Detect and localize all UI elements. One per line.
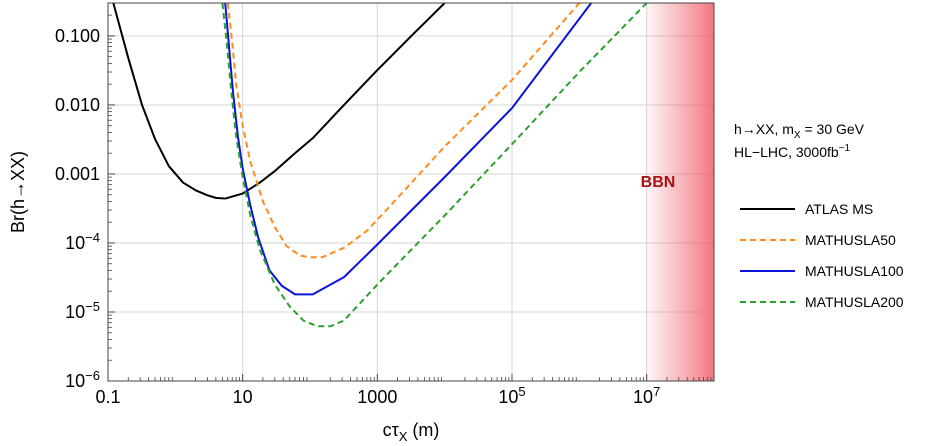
y-tick-label: 0.010 — [55, 95, 100, 115]
annotation-line-1: h→XX, mX = 30 GeV — [734, 121, 865, 141]
x-tick-label: 10 — [233, 387, 253, 407]
legend-label: MATHUSLA50 — [805, 232, 896, 248]
plot-frame-rect — [107, 2, 715, 382]
bbn-label: BBN — [641, 174, 676, 191]
bbn-region: BBN — [641, 3, 714, 381]
y-tick-label: 10−6 — [65, 368, 100, 391]
series-line-mathusla200 — [221, 3, 648, 328]
annotation: h→XX, mX = 30 GeV HL−LHC, 3000fb−1 — [734, 121, 865, 160]
y-tick-label: 10−5 — [65, 299, 100, 322]
series-line-atlas-ms — [112, 3, 446, 200]
x-tick-label: 0.1 — [95, 387, 120, 407]
axis-ticks: 0.1 10 1000 105 107 10−6 10−5 10−4 0.001 0.010 0.1… — [55, 14, 712, 407]
legend: ATLAS MS MATHUSLA50 MATHUSLA100 MATHUSLA200 — [740, 201, 904, 310]
legend-label: MATHUSLA200 — [805, 294, 904, 310]
legend-label: MATHUSLA100 — [805, 263, 904, 279]
y-tick-label: 0.100 — [55, 26, 100, 46]
x-tick-label: 1000 — [357, 387, 397, 407]
series-layer — [112, 3, 648, 328]
bbn-shaded-band — [646, 3, 714, 381]
axis-titles: cτX (m) Br(h→XX) — [8, 151, 439, 444]
plot-frame — [107, 2, 715, 382]
series-line-mathusla100 — [224, 3, 592, 296]
x-tick-label: 107 — [633, 384, 660, 407]
y-axis-title: Br(h→XX) — [8, 151, 28, 233]
y-tick-label: 10−4 — [65, 230, 100, 253]
x-tick-label: 105 — [498, 384, 525, 407]
series-line-mathusla50 — [226, 3, 581, 259]
x-axis-title: cτX (m) — [383, 420, 440, 444]
legend-label: ATLAS MS — [805, 201, 873, 217]
y-tick-label: 0.001 — [55, 164, 100, 184]
annotation-line-2: HL−LHC, 3000fb−1 — [734, 143, 851, 160]
